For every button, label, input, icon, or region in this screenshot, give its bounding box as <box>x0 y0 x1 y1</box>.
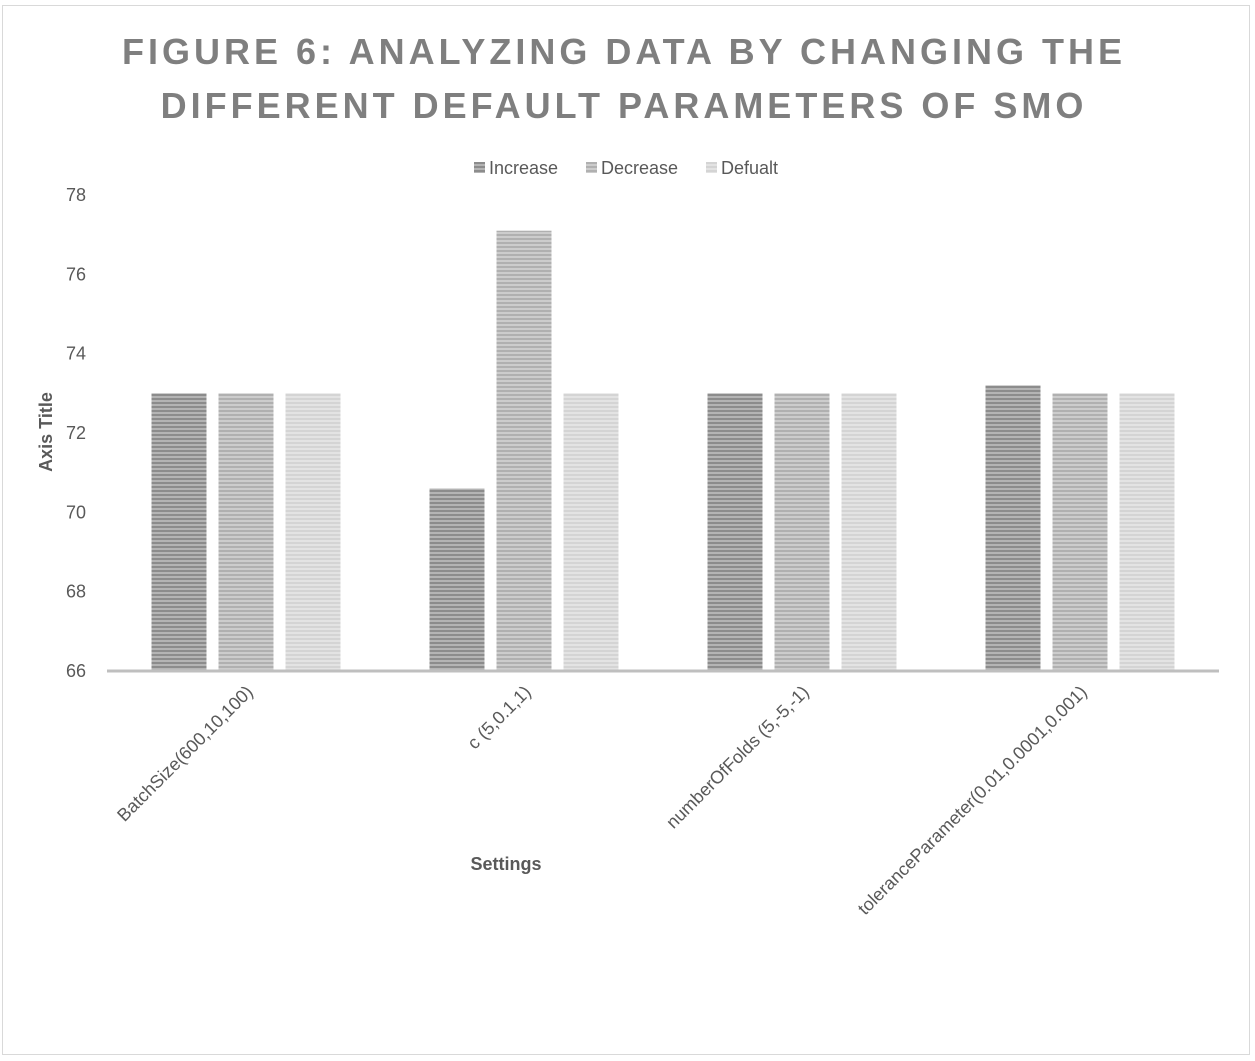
bar-decrease-1 <box>218 393 274 671</box>
chart-title-line-1: FIGURE 6: ANALYZING DATA BY CHANGING THE <box>122 31 1126 72</box>
chart-title-line-2: DIFFERENT DEFAULT PARAMETERS OF SMO <box>161 85 1088 126</box>
x-tick-label: BatchSize(600,10,100) <box>113 682 257 826</box>
legend: Increase Decrease Defualt <box>474 158 778 178</box>
y-tick-label: 66 <box>66 661 86 681</box>
y-tick-label: 72 <box>66 423 86 443</box>
bars <box>151 230 1175 671</box>
x-tick-label: numberOfFolds (5,-5,-1) <box>662 682 813 833</box>
legend-item-defualt: Defualt <box>706 158 778 178</box>
bar-defualt-2 <box>563 393 619 671</box>
legend-swatch <box>586 162 597 173</box>
legend-swatch <box>474 162 485 173</box>
legend-swatch <box>706 162 717 173</box>
x-axis-title: Settings <box>470 854 541 874</box>
y-tick-label: 74 <box>66 344 86 364</box>
legend-item-increase: Increase <box>474 158 558 178</box>
chart-frame <box>2 5 1250 1055</box>
bar-defualt-3 <box>841 393 897 671</box>
bar-defualt-1 <box>285 393 341 671</box>
y-tick-label: 76 <box>66 264 86 284</box>
x-axis: BatchSize(600,10,100) c (5,0.1,1) numberOf… <box>107 669 1219 919</box>
y-axis: 66 68 70 72 74 76 78 <box>66 185 86 681</box>
bar-decrease-4 <box>1052 393 1108 671</box>
bar-decrease-2 <box>496 230 552 671</box>
bar-increase-4 <box>985 385 1041 671</box>
y-tick-label: 68 <box>66 582 86 602</box>
x-tick-label: c (5,0.1,1) <box>463 682 534 753</box>
bar-increase-3 <box>707 393 763 671</box>
bar-increase-2 <box>429 488 485 671</box>
legend-label: Decrease <box>601 158 678 178</box>
chart-title: FIGURE 6: ANALYZING DATA BY CHANGING THE… <box>122 31 1126 126</box>
legend-label: Increase <box>489 158 558 178</box>
legend-label: Defualt <box>721 158 778 178</box>
y-tick-label: 70 <box>66 502 86 522</box>
bar-defualt-4 <box>1119 393 1175 671</box>
x-tick-label: toleranceParameter(0.01,0.0001,0.001) <box>854 682 1091 919</box>
legend-item-decrease: Decrease <box>586 158 678 178</box>
bar-increase-1 <box>151 393 207 671</box>
y-tick-label: 78 <box>66 185 86 205</box>
y-axis-title: Axis Title <box>36 392 56 472</box>
bar-decrease-3 <box>774 393 830 671</box>
